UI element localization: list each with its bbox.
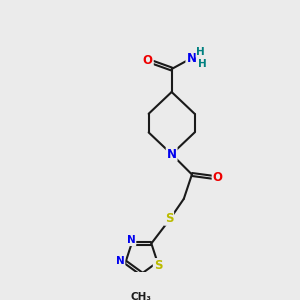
Text: H: H: [198, 58, 207, 69]
Text: N: N: [186, 52, 197, 65]
Text: N: N: [127, 235, 136, 245]
Text: N: N: [116, 256, 124, 266]
Text: O: O: [213, 171, 223, 184]
Text: S: S: [165, 212, 173, 225]
Text: N: N: [167, 148, 177, 161]
Text: CH₃: CH₃: [131, 292, 152, 300]
Text: O: O: [143, 54, 153, 68]
Text: S: S: [154, 259, 162, 272]
Text: H: H: [196, 47, 205, 57]
